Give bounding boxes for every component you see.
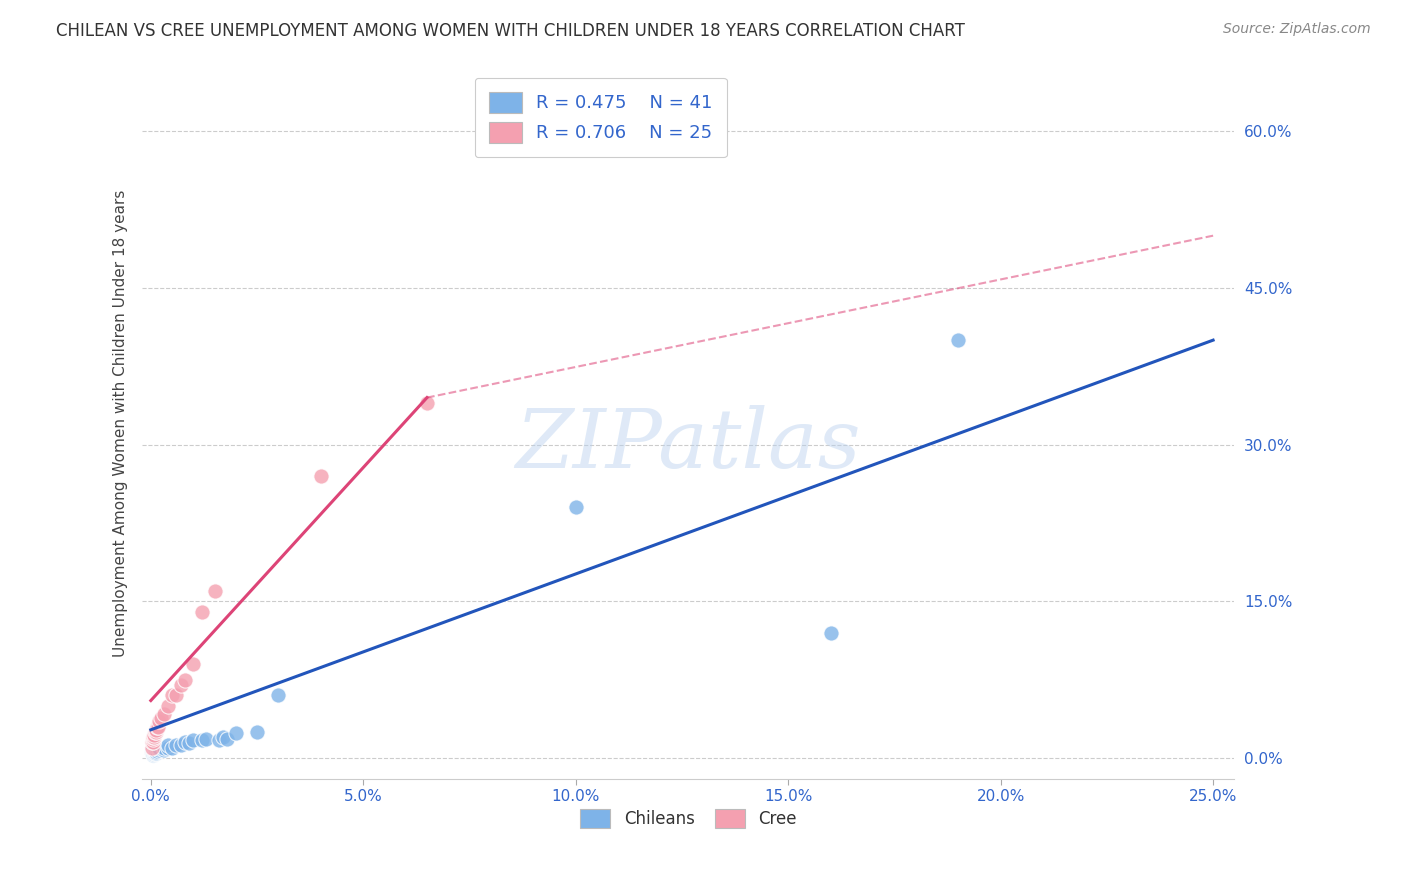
Point	[142, 730, 165, 744]
Point	[142, 747, 165, 761]
Point	[246, 725, 269, 739]
Point	[160, 689, 183, 703]
Point	[142, 747, 165, 761]
Point	[145, 745, 167, 759]
Point	[564, 500, 586, 515]
Point	[142, 745, 165, 759]
Point	[169, 678, 191, 692]
Point	[148, 714, 170, 729]
Y-axis label: Unemployment Among Women with Children Under 18 years: Unemployment Among Women with Children U…	[114, 190, 128, 657]
Point	[173, 673, 195, 687]
Point	[309, 469, 332, 483]
Point	[165, 739, 187, 753]
Point	[141, 744, 163, 758]
Point	[212, 730, 235, 744]
Point	[141, 746, 163, 760]
Point	[145, 746, 167, 760]
Point	[150, 711, 173, 725]
Point	[146, 720, 169, 734]
Point	[143, 746, 166, 760]
Point	[173, 735, 195, 749]
Point	[143, 725, 166, 739]
Point	[148, 742, 170, 756]
Point	[267, 689, 290, 703]
Point	[181, 657, 204, 671]
Text: Source: ZipAtlas.com: Source: ZipAtlas.com	[1223, 22, 1371, 37]
Point	[204, 583, 226, 598]
Point	[169, 739, 191, 753]
Point	[160, 740, 183, 755]
Text: CHILEAN VS CREE UNEMPLOYMENT AMONG WOMEN WITH CHILDREN UNDER 18 YEARS CORRELATIO: CHILEAN VS CREE UNEMPLOYMENT AMONG WOMEN…	[56, 22, 965, 40]
Point	[141, 735, 163, 749]
Point	[946, 333, 969, 347]
Point	[141, 740, 163, 755]
Point	[146, 720, 169, 734]
Point	[143, 744, 166, 758]
Point	[225, 726, 247, 740]
Point	[143, 746, 166, 760]
Point	[142, 747, 165, 762]
Point	[156, 739, 179, 753]
Point	[142, 730, 165, 744]
Point	[191, 733, 214, 747]
Point	[145, 725, 167, 739]
Point	[152, 707, 174, 722]
Point	[145, 723, 167, 737]
Point	[152, 740, 174, 755]
Point	[165, 689, 187, 703]
Point	[156, 740, 179, 755]
Point	[142, 746, 165, 760]
Point	[143, 746, 166, 760]
Point	[416, 396, 439, 410]
Point	[177, 736, 200, 750]
Legend: Chileans, Cree: Chileans, Cree	[574, 802, 803, 835]
Point	[146, 744, 169, 758]
Point	[152, 742, 174, 756]
Point	[141, 735, 163, 749]
Point	[143, 728, 166, 742]
Point	[191, 605, 214, 619]
Point	[141, 746, 163, 760]
Point	[156, 698, 179, 713]
Point	[141, 746, 163, 760]
Point	[146, 740, 169, 755]
Point	[208, 733, 231, 747]
Point	[142, 732, 165, 747]
Point	[181, 733, 204, 747]
Point	[148, 740, 170, 755]
Point	[145, 742, 167, 756]
Point	[820, 625, 842, 640]
Point	[195, 732, 218, 747]
Point	[217, 732, 239, 747]
Text: ZIPatlas: ZIPatlas	[516, 405, 860, 485]
